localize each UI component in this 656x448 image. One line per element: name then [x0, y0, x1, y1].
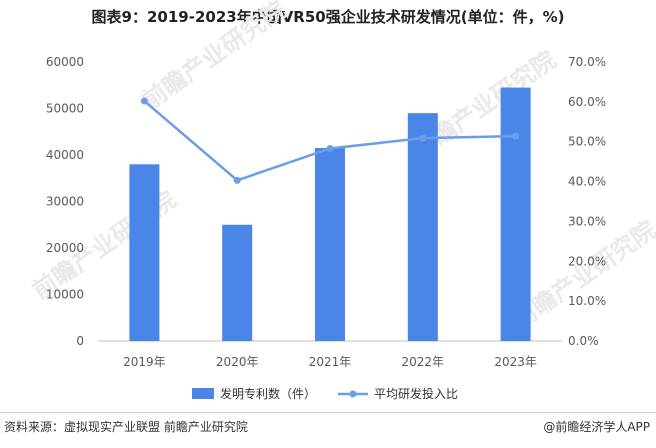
y-right-tick-label: 70.0% — [568, 55, 606, 69]
footer-divider — [0, 412, 656, 413]
line-point-2022年 — [419, 134, 427, 142]
y-left-tick-label: 60000 — [46, 55, 84, 69]
y-right-tick-label: 30.0% — [568, 214, 606, 228]
y-right-tick-label: 0.0% — [568, 334, 599, 348]
x-tick-label: 2021年 — [309, 355, 352, 369]
y-left-tick-label: 0 — [76, 334, 84, 348]
legend-bar-label: 发明专利数（件） — [220, 386, 316, 401]
y-right-tick-label: 60.0% — [568, 95, 606, 109]
y-left-tick-label: 40000 — [46, 148, 84, 162]
line-point-2021年 — [326, 144, 334, 152]
bar-2022年 — [407, 113, 438, 342]
x-tick-label: 2023年 — [494, 355, 537, 369]
line-point-2023年 — [512, 132, 520, 140]
bar-2019年 — [129, 164, 160, 341]
bar-2020年 — [222, 224, 253, 341]
y-right-tick-label: 50.0% — [568, 135, 606, 149]
legend-line-label: 平均研发投入比 — [374, 386, 458, 401]
legend-bar-swatch — [192, 388, 214, 399]
chart-title: 图表9：2019-2023年中国VR50强企业技术研发情况(单位：件，%) — [91, 8, 565, 26]
y-right-tick-label: 40.0% — [568, 175, 606, 189]
x-tick-label: 2022年 — [402, 355, 445, 369]
y-right-tick-label: 20.0% — [568, 254, 606, 268]
y-left-tick-label: 10000 — [46, 288, 84, 302]
source-note: 资料来源：虚拟现实产业联盟 前瞻产业研究院 — [4, 420, 248, 434]
bar-2021年 — [315, 148, 345, 341]
y-right-tick-label: 10.0% — [568, 294, 606, 308]
y-left-tick-label: 50000 — [46, 102, 84, 116]
x-tick-label: 2020年 — [216, 355, 259, 369]
y-left-tick-label: 20000 — [46, 241, 84, 255]
watermark-text: 前瞻产业研究院 — [137, 0, 291, 115]
line-point-2020年 — [233, 176, 241, 184]
legend-line-marker — [349, 390, 357, 398]
y-left-tick-label: 30000 — [46, 195, 84, 209]
x-tick-label: 2019年 — [123, 355, 166, 369]
credit-note: @前瞻经济学人APP — [543, 420, 650, 434]
bar-2023年 — [500, 87, 531, 341]
line-point-2019年 — [140, 97, 148, 105]
